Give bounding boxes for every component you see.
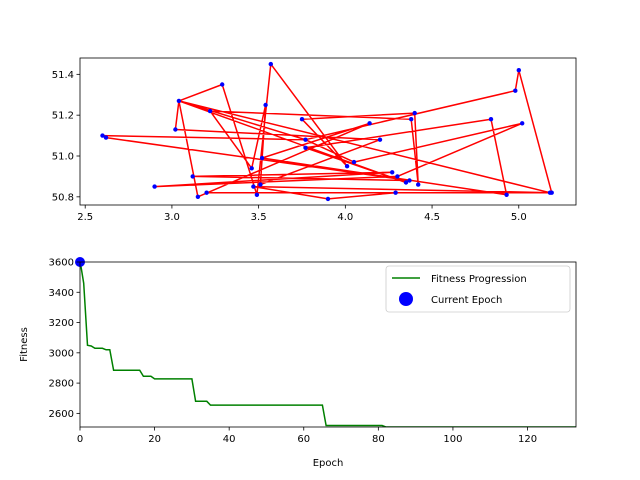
route-map-plot: 2.5 3.0 3.5 4.0 4.5 5.0 50.8 51.0 51.2 51.4: [52, 57, 577, 223]
x-tick-label: 4.0: [337, 212, 353, 223]
city-point: [303, 137, 308, 142]
y-tick-label: 3000: [49, 348, 74, 359]
x-tick-label: 3.5: [251, 212, 267, 223]
y-axis-title: Fitness: [19, 327, 30, 362]
y-tick-label: 51.2: [52, 111, 74, 122]
x-tick-label: 40: [223, 434, 236, 445]
city-point: [549, 190, 554, 195]
city-point: [220, 82, 225, 87]
y-tick-label: 3200: [49, 318, 74, 329]
city-point: [390, 170, 395, 175]
city-point: [204, 190, 209, 195]
x-tick-label: 20: [148, 434, 161, 445]
city-point: [393, 190, 398, 195]
city-point: [367, 121, 372, 126]
y-tick-label: 51.0: [52, 152, 74, 163]
city-point: [258, 182, 263, 187]
city-point: [190, 174, 195, 179]
city-point: [513, 88, 518, 93]
x-tick-label: 80: [372, 434, 385, 445]
city-point: [259, 155, 265, 161]
city-point: [488, 117, 494, 122]
y-tick-label: 50.8: [52, 192, 74, 203]
city-point: [516, 68, 521, 73]
city-point: [195, 194, 201, 199]
x-tick-label: 60: [297, 434, 310, 445]
city-point: [176, 98, 182, 104]
city-point: [344, 164, 350, 169]
fitness-line: [80, 262, 576, 427]
y-tick-label: 3400: [49, 288, 74, 299]
city-point: [299, 117, 305, 122]
y-tick-label: 51.4: [52, 70, 74, 81]
city-point: [412, 110, 417, 116]
route-line: [101, 63, 553, 200]
route-plot-frame: [79, 57, 577, 206]
city-point: [249, 166, 254, 171]
x-tick-label: 3.0: [164, 212, 180, 223]
city-point: [100, 133, 105, 138]
city-point: [303, 145, 308, 150]
y-tick-label: 2800: [49, 379, 74, 390]
city-point: [103, 135, 109, 140]
fitness-progression-plot: 0 20 40 60 80 100 120 2600 2800 3000 3200 3400 3600 E…: [19, 257, 577, 469]
city-point: [173, 127, 178, 132]
city-point: [268, 61, 273, 67]
y-tick-label: 3600: [49, 258, 74, 269]
city-point: [520, 121, 525, 126]
fitness-plot-frame: [79, 261, 577, 428]
city-point: [251, 184, 256, 189]
y-tick-label: 2600: [49, 409, 74, 420]
city-point: [377, 137, 383, 142]
city-point: [207, 108, 213, 114]
city-point: [403, 180, 409, 185]
legend-label: Current Epoch: [431, 295, 502, 306]
x-axis-title: Epoch: [313, 458, 344, 469]
legend-label: Fitness Progression: [431, 274, 527, 285]
x-tick-label: 5.0: [511, 212, 527, 223]
x-tick-label: 0: [77, 434, 83, 445]
x-tick-label: 4.5: [424, 212, 440, 223]
x-tick-label: 120: [518, 434, 537, 445]
city-point: [416, 182, 421, 187]
city-point: [409, 117, 414, 122]
x-tick-label: 100: [443, 434, 462, 445]
city-point: [254, 192, 260, 197]
legend: Fitness Progression Current Epoch: [385, 265, 571, 313]
city-point: [504, 192, 509, 197]
city-point: [152, 184, 157, 189]
legend-box: [385, 265, 571, 313]
x-tick-label: 2.5: [77, 212, 93, 223]
city-point: [351, 159, 357, 165]
legend-marker-swatch: [399, 292, 413, 306]
city-point: [325, 196, 331, 202]
city-point: [263, 102, 268, 108]
city-point: [395, 174, 400, 179]
city-point: [407, 178, 412, 183]
